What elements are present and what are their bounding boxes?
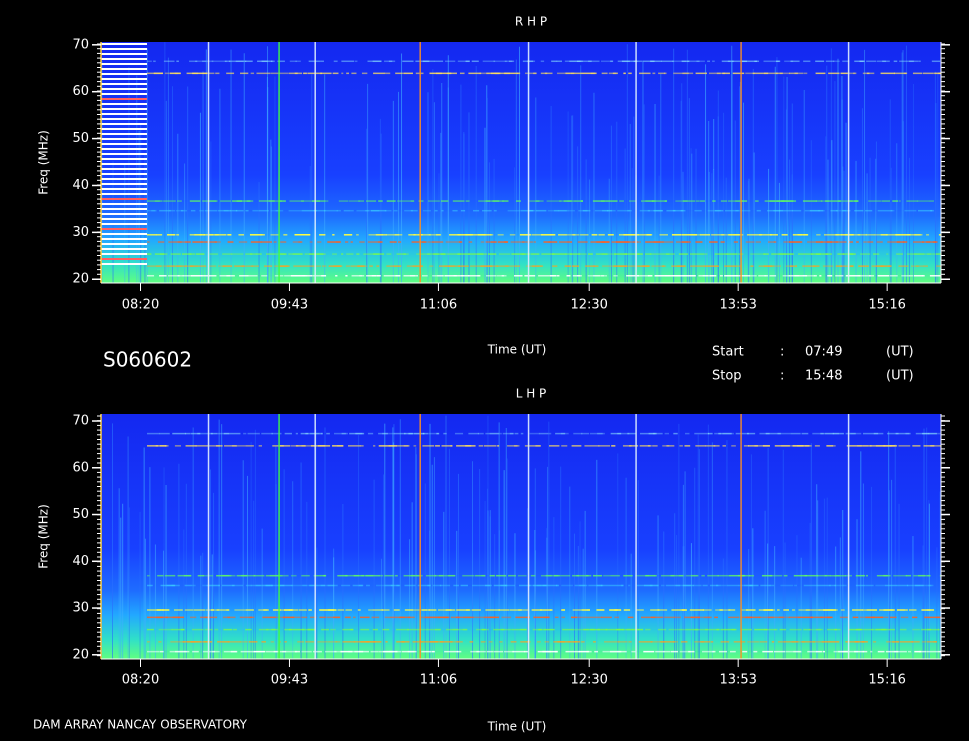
- y-tick-label: 70: [72, 37, 89, 52]
- unit: (UT): [886, 369, 914, 384]
- x-tick-label: 11:06: [420, 298, 457, 313]
- unit: (UT): [886, 345, 914, 360]
- start-time: 07:49: [805, 345, 842, 360]
- x-tick-label: 08:20: [122, 673, 159, 688]
- y-tick-label: 40: [72, 178, 89, 193]
- spectrogram-background: [101, 414, 941, 659]
- y-tick-label: 60: [72, 84, 89, 99]
- x-tick-label: 12:30: [570, 298, 607, 313]
- y-axis-label: Freq (MHz): [37, 130, 51, 195]
- x-tick-label: 11:06: [420, 673, 457, 688]
- x-tick-label: 09:43: [271, 673, 308, 688]
- y-tick-label: 50: [72, 507, 89, 522]
- y-tick-label: 20: [72, 647, 89, 662]
- y-tick-label: 40: [72, 554, 89, 569]
- y-axis-label: Freq (MHz): [37, 504, 51, 569]
- x-axis-label: Time (UT): [487, 343, 547, 357]
- y-tick-label: 30: [72, 601, 89, 616]
- spectrogram-background: [101, 42, 941, 283]
- x-tick-label: 08:20: [122, 298, 159, 313]
- x-tick-label: 15:16: [868, 298, 905, 313]
- panel-title: R H P: [515, 15, 547, 29]
- stop-time: 15:48: [805, 369, 842, 384]
- y-tick-label: 50: [72, 131, 89, 146]
- y-tick-label: 70: [72, 414, 89, 429]
- x-tick-label: 09:43: [271, 298, 308, 313]
- stop-label: Stop: [712, 369, 742, 384]
- x-tick-label: 12:30: [570, 673, 607, 688]
- start-label: Start: [712, 345, 744, 360]
- colon: :: [780, 345, 784, 360]
- session-id: S060602: [103, 348, 192, 372]
- y-tick-label: 20: [72, 272, 89, 287]
- x-tick-label: 13:53: [719, 673, 756, 688]
- y-tick-label: 30: [72, 225, 89, 240]
- x-tick-label: 15:16: [868, 673, 905, 688]
- colon: :: [780, 369, 784, 384]
- x-tick-label: 13:53: [719, 298, 756, 313]
- footer: DAM ARRAY NANCAY OBSERVATORY: [33, 718, 248, 732]
- y-tick-label: 60: [72, 460, 89, 475]
- panel-title: L H P: [516, 387, 547, 401]
- x-axis-label: Time (UT): [487, 720, 547, 734]
